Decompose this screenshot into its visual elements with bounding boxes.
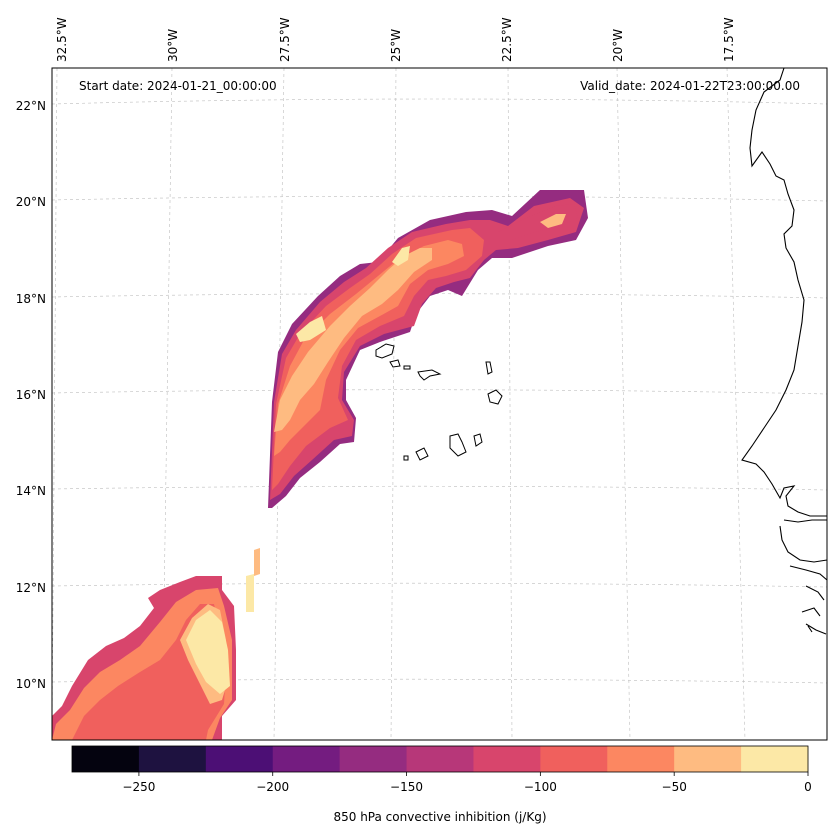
meridian-25: [390, 67, 397, 741]
island-santa-luzia: [403, 365, 411, 370]
island-santo-antao: [375, 343, 395, 359]
start-date-label: Start date: 2024-01-21_00:00:00: [79, 79, 277, 93]
colorbar-swatch: [741, 746, 809, 772]
contour-band-gt-25-b: [392, 246, 410, 266]
parallel-12: [51, 582, 828, 588]
colorbar-swatch: [272, 746, 341, 772]
colorbar-label: 850 hPa convective inhibition (j/Kg): [333, 810, 546, 824]
lat-label-20: 20°N: [16, 195, 46, 209]
cin-contour-fragments: [246, 548, 260, 612]
west-africa-coastline: [741, 67, 828, 635]
lon-label-25: 25°W: [389, 29, 403, 62]
lon-label-30: 30°W: [166, 29, 180, 62]
lat-label-10: 10°N: [16, 677, 46, 691]
parallel-20: [51, 195, 828, 202]
island-boa-vista: [487, 389, 503, 405]
longitude-labels: 32.5°W 30°W 27.5°W 25°W 22.5°W 20°W 17.5…: [55, 17, 736, 62]
contour-band-east-tip: [498, 204, 578, 240]
lon-label-20: 20°W: [611, 29, 625, 62]
colorbar-tick-label: −100: [524, 780, 557, 794]
contour-band-south-5: [186, 610, 230, 694]
colorbar-tick-label: −50: [662, 780, 687, 794]
colorbar-swatch: [72, 746, 140, 772]
map-panel: Start date: 2024-01-21_00:00:00 Valid_da…: [51, 67, 828, 741]
island-sao-nicolau: [417, 369, 442, 381]
cape-verde-islands: [375, 343, 503, 461]
colorbar: −250 −200 −150 −100 −50 0 850 hPa convective …: [71, 745, 812, 824]
parallel-22: [51, 98, 828, 105]
meridian-32-5: [51, 67, 58, 741]
colorbar-swatch: [473, 746, 541, 772]
meridian-17-5: [726, 67, 746, 741]
contour-band-gt-25: [296, 316, 326, 342]
island-brava: [403, 455, 409, 461]
lat-label-18: 18°N: [16, 292, 46, 306]
contour-fragment-2: [246, 574, 254, 612]
parallel-14: [51, 485, 828, 491]
latitude-labels: 22°N 20°N 18°N 16°N 14°N 12°N 10°N: [16, 99, 46, 691]
colorbar-swatch: [138, 746, 207, 772]
contour-band-125-100: [270, 198, 584, 500]
lat-label-12: 12°N: [16, 581, 46, 595]
contour-band-100-75: [272, 228, 484, 490]
colorbar-tick-label: −250: [122, 780, 155, 794]
contour-band-50-25: [274, 248, 432, 432]
colorbar-tick-label: 0: [804, 780, 812, 794]
meridian-20: [616, 67, 631, 741]
colorbar-tick-label: −150: [390, 780, 423, 794]
map-border: [51, 67, 828, 741]
contour-band-east-tip-inner: [540, 214, 566, 228]
lon-label-22-5: 22.5°W: [500, 17, 514, 62]
valid-date-label: Valid_date: 2024-01-22T23:00:00.00: [580, 79, 800, 93]
lat-label-22: 22°N: [16, 99, 46, 113]
cin-contour-south: [52, 576, 236, 740]
parallel-16: [51, 389, 828, 395]
lon-label-32-5: 32.5°W: [55, 17, 69, 62]
colorbar-ticks: −250 −200 −150 −100 −50 0: [122, 772, 812, 794]
colorbar-border: [71, 745, 809, 773]
cin-contour-north: [268, 190, 588, 508]
contour-band-75-50: [274, 240, 464, 456]
island-santiago: [449, 433, 467, 457]
lat-label-14: 14°N: [16, 484, 46, 498]
colorbar-swatch: [540, 746, 608, 772]
colorbar-swatch: [674, 746, 742, 772]
island-sal: [485, 361, 493, 375]
colorbar-tick-label: −200: [256, 780, 289, 794]
meridian-22-5: [507, 67, 513, 741]
island-sao-vicente: [389, 359, 401, 368]
island-maio: [473, 433, 483, 447]
colorbar-swatches: [72, 746, 809, 772]
lat-label-16: 16°N: [16, 388, 46, 402]
colorbar-swatch: [205, 746, 274, 772]
contour-fragment-1: [254, 548, 260, 576]
colorbar-swatch: [406, 746, 474, 772]
colorbar-swatch: [339, 746, 408, 772]
lon-label-27-5: 27.5°W: [278, 17, 292, 62]
colorbar-swatch: [607, 746, 675, 772]
lon-label-17-5: 17.5°W: [722, 17, 736, 62]
parallel-18: [51, 293, 828, 299]
island-fogo: [415, 447, 429, 461]
